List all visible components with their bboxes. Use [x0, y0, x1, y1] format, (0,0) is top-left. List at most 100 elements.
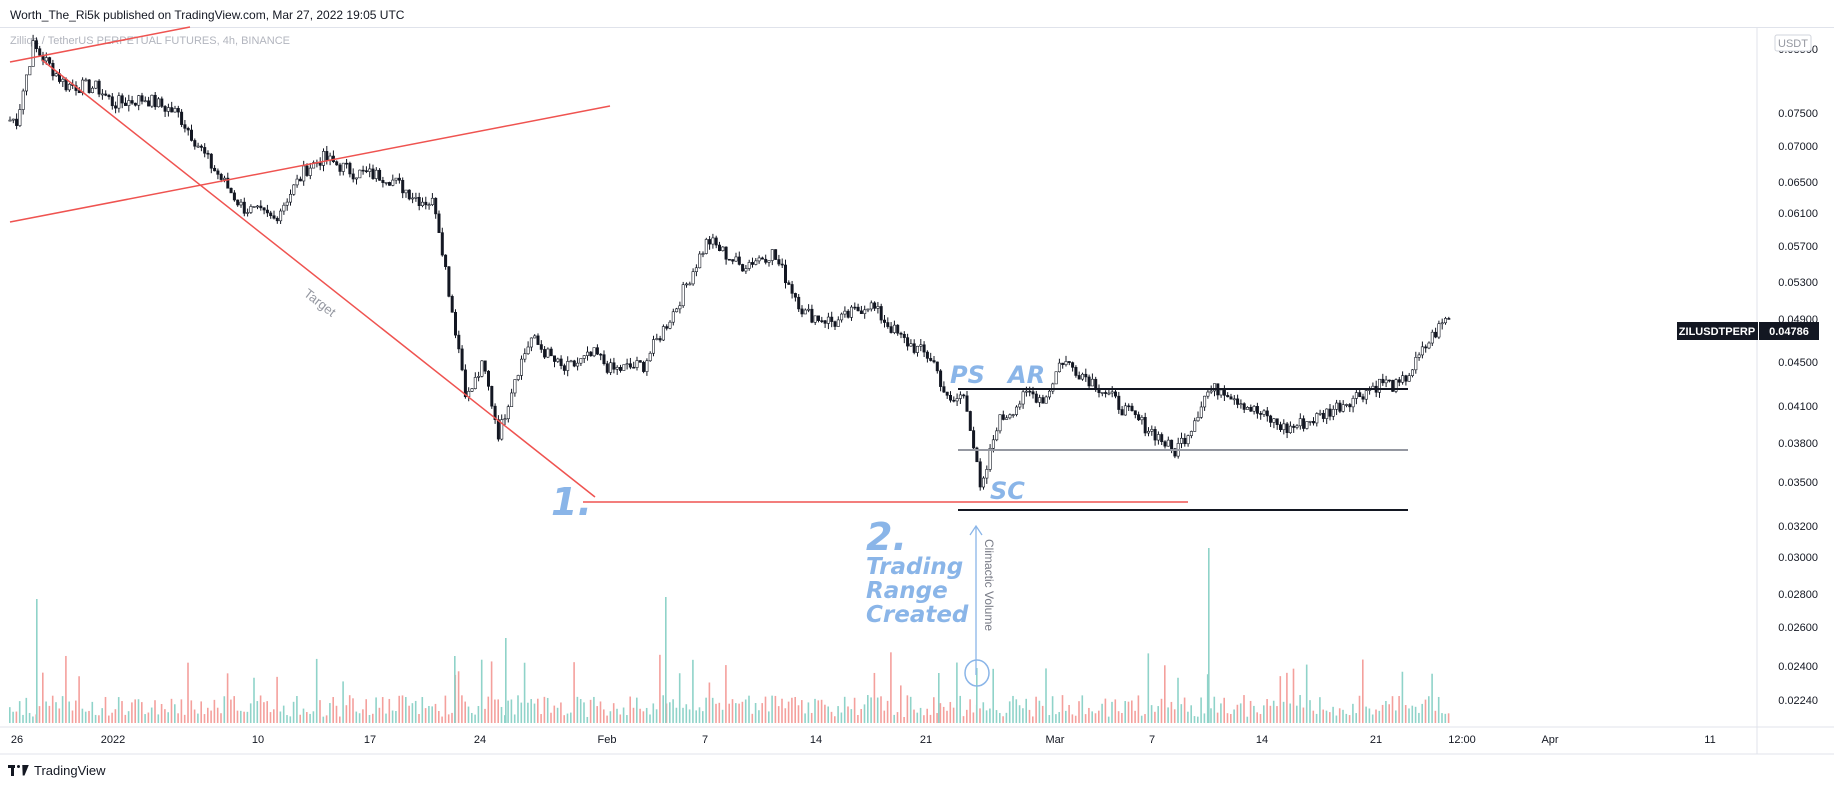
candle-body [91, 87, 95, 93]
candle-body [869, 302, 873, 310]
volume-bar [1411, 705, 1414, 723]
candle-body [249, 206, 253, 213]
candle-body [61, 78, 65, 82]
footer-brand[interactable]: TradingView [8, 763, 106, 778]
volume-bar [573, 662, 575, 723]
volume-bar [273, 709, 275, 723]
volume-bar [494, 699, 496, 723]
volume-bar [787, 701, 790, 723]
volume-bar [345, 705, 348, 723]
candle-body [325, 151, 329, 161]
volume-bar [1183, 697, 1186, 723]
time-axis[interactable]: 26 2022 10 17 24 Feb 7 14 21 Mar 7 14 21 12:00 Apr 11 [11, 734, 1716, 746]
candle-body [618, 366, 622, 371]
candle-body [615, 366, 619, 370]
channel-lower-line[interactable] [9, 105, 611, 223]
volume-bar [543, 696, 546, 723]
volume-bar [692, 659, 694, 723]
volume-bar [959, 695, 961, 723]
candle-body [137, 95, 141, 106]
volume-bar [1193, 716, 1196, 723]
volume-bar [1286, 672, 1288, 723]
candle-body [589, 351, 593, 357]
volume-bar [890, 652, 892, 723]
candle-body [774, 249, 778, 260]
volume-bar [1216, 712, 1219, 723]
candle-body [816, 315, 820, 321]
candle-body [955, 398, 959, 402]
volume-bar [230, 699, 232, 723]
price-axis[interactable]: 0.085000.075000.070000.065000.061000.057… [1778, 44, 1818, 707]
volume-bar [1444, 713, 1447, 723]
candle-body [981, 477, 985, 488]
candle-body [896, 324, 900, 334]
candle-body [552, 355, 556, 362]
candle-body [272, 215, 276, 219]
volume-bar [593, 696, 595, 723]
volume-bar [982, 702, 985, 723]
volume-bar [131, 702, 133, 723]
candle-body [1427, 342, 1431, 349]
volume-bar [279, 711, 282, 723]
candle-body [506, 406, 510, 420]
ar-label: AR [1006, 361, 1045, 389]
candle-body [731, 259, 735, 262]
ticker-label: ZILUSDTPERP [1679, 326, 1755, 338]
volume-bar [15, 711, 18, 723]
volume-bar [837, 706, 839, 723]
volume-bar [507, 700, 509, 723]
candle-body [688, 283, 692, 286]
candle-body [219, 174, 223, 180]
currency-label: USDT [1778, 38, 1808, 50]
currency-box[interactable] [1774, 34, 1812, 52]
volume-bar [98, 715, 100, 723]
volume-bar [141, 702, 143, 723]
candle-body [193, 140, 197, 147]
volume-bar [513, 714, 516, 723]
volume-bar [28, 712, 31, 723]
downtrend-line[interactable] [41, 59, 596, 498]
volume-bar [434, 703, 437, 723]
candle-body [1298, 418, 1302, 427]
volume-bar [1154, 711, 1156, 723]
volume-bar [556, 707, 559, 723]
candle-body [1444, 318, 1448, 324]
candle-body [503, 418, 507, 421]
volume-bar [1058, 712, 1060, 723]
volume-bar [1028, 709, 1031, 723]
candle-body [569, 360, 573, 363]
candle-body [97, 80, 101, 95]
y-tick-label: 0.05300 [1778, 277, 1818, 289]
volume-bar [1342, 709, 1344, 723]
candle-body [1295, 425, 1299, 428]
candle-body [295, 178, 299, 186]
volume-bar [42, 672, 44, 723]
volume-bar [629, 696, 631, 723]
candle-body [209, 153, 213, 169]
candle-body [470, 388, 474, 392]
candle-body [1219, 389, 1223, 396]
candle-body [434, 197, 438, 215]
volume-bar [1414, 706, 1417, 723]
candle-body [1213, 383, 1217, 392]
volume-bar [355, 711, 358, 723]
sc-label: SC [990, 477, 1025, 505]
candle-body [368, 168, 372, 172]
candle-body [226, 177, 230, 189]
candle-body [348, 162, 352, 175]
candle-body [536, 335, 540, 345]
candle-body [787, 282, 791, 285]
climactic-volume-label: Climactic Volume [982, 539, 996, 631]
candle-body [1001, 414, 1005, 420]
candle-body [747, 262, 751, 269]
channel-top-line[interactable] [9, 26, 191, 63]
volume-bar [438, 711, 440, 723]
volume-spike [454, 656, 456, 723]
candle-body [1044, 396, 1048, 404]
candle-body [453, 311, 457, 336]
candle-body [1014, 406, 1018, 415]
candle-body [1312, 421, 1316, 424]
candle-body [1401, 375, 1405, 383]
candle-body [117, 95, 121, 109]
